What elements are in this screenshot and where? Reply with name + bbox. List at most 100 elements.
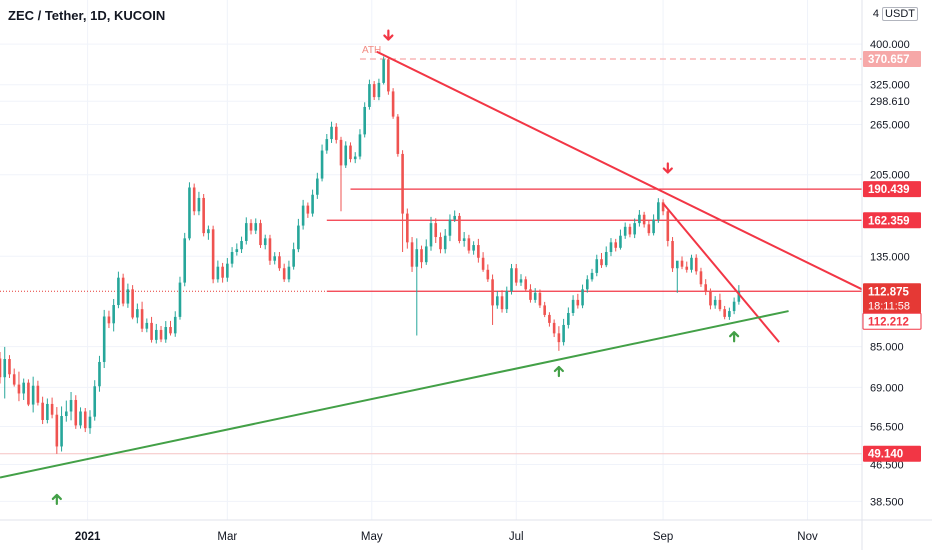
- candle-body: [287, 266, 291, 280]
- arrow-up-icon: [51, 493, 62, 506]
- candle-body: [368, 84, 371, 107]
- candle-body: [22, 382, 25, 394]
- candle-body: [377, 82, 381, 98]
- candle-body: [609, 242, 613, 253]
- candle-body: [301, 205, 305, 226]
- arrow-up-icon: [729, 331, 740, 343]
- symbol-title[interactable]: ZEC / Tether, 1D, KUCOIN: [8, 8, 166, 23]
- candle-body: [31, 385, 35, 405]
- candle-body: [524, 279, 528, 290]
- candle-body: [732, 301, 736, 312]
- candle-body: [671, 241, 674, 269]
- candle-body: [638, 214, 641, 224]
- candle-body: [240, 241, 243, 250]
- candle-body: [226, 263, 229, 278]
- price-label-ath-box: [863, 51, 921, 68]
- candle-body: [657, 202, 660, 220]
- candle-body: [60, 416, 63, 447]
- candle-body: [581, 289, 584, 306]
- candle-body: [439, 237, 442, 250]
- candle-body: [136, 309, 139, 318]
- candle-body: [642, 214, 646, 225]
- candle-body: [164, 327, 168, 340]
- candle-body: [0, 358, 2, 378]
- candle-body: [420, 249, 423, 263]
- candle-body: [330, 126, 333, 140]
- candle-body: [481, 257, 485, 270]
- candle-body: [150, 322, 153, 340]
- candle-body: [292, 249, 295, 267]
- y-tick-label: 325.000: [870, 80, 910, 92]
- candle-body: [429, 223, 433, 247]
- candle-body: [221, 266, 224, 278]
- candle-body: [496, 296, 499, 306]
- y-tick-label: 265.000: [870, 120, 910, 132]
- candle-body: [699, 271, 703, 285]
- candle-body: [694, 257, 698, 272]
- candle-body: [79, 411, 82, 426]
- price-label-level: 49.140: [868, 449, 903, 461]
- candle-body: [112, 305, 115, 324]
- candle-body: [552, 322, 556, 334]
- y-tick-label: 69.000: [870, 382, 904, 394]
- candle-body: [173, 316, 177, 334]
- candle-body: [661, 202, 665, 212]
- candle-body: [169, 327, 172, 334]
- candle-body: [604, 252, 608, 266]
- candle-body: [107, 316, 111, 324]
- candle-body: [297, 225, 300, 250]
- candle-body: [325, 139, 329, 151]
- candle-body: [623, 226, 627, 236]
- candle-body: [472, 245, 475, 251]
- candle-body: [462, 238, 466, 242]
- trendline-resistance: [376, 50, 863, 291]
- price-label-ath: 370.657: [868, 54, 910, 66]
- price-countdown: 18:11:58: [868, 300, 910, 312]
- candle-body: [98, 361, 101, 387]
- candle-body: [126, 289, 130, 304]
- candle-body: [453, 215, 456, 220]
- candle-body: [121, 277, 125, 304]
- candle-body: [358, 134, 362, 157]
- candle-body: [728, 311, 731, 317]
- candle-body: [685, 266, 689, 270]
- candle-body: [406, 213, 409, 243]
- x-tick-label: Jul: [509, 531, 524, 543]
- x-tick-label: Mar: [217, 531, 237, 543]
- currency-button[interactable]: 4 USDT: [873, 7, 918, 21]
- candle-body: [74, 399, 78, 426]
- price-label-level-box: [863, 445, 921, 462]
- candle-body: [83, 411, 87, 429]
- candle-body: [254, 223, 258, 231]
- candle-body: [562, 324, 565, 343]
- candle-body: [268, 238, 272, 261]
- candle-body: [443, 235, 447, 250]
- trendline-support: [0, 310, 789, 479]
- candle-body: [391, 91, 395, 117]
- ath-label: ATH: [362, 45, 381, 56]
- arrow-down-icon: [383, 29, 394, 41]
- x-tick-label: Nov: [797, 531, 818, 543]
- x-tick-label: 2021: [75, 531, 101, 543]
- y-tick-label: 46.500: [870, 460, 904, 472]
- price-label-current: 112.875: [868, 286, 910, 298]
- candle-body: [12, 374, 16, 385]
- candle-body: [519, 279, 523, 283]
- candle-body: [159, 329, 163, 340]
- candle-body: [140, 309, 144, 329]
- candle-body: [178, 282, 182, 317]
- candle-body: [590, 272, 594, 280]
- candle-body: [709, 291, 712, 306]
- candle-body: [131, 289, 134, 318]
- y-tick-label: 56.500: [870, 421, 904, 433]
- candle-body: [675, 260, 679, 269]
- candle-body: [311, 194, 314, 214]
- candle-body: [273, 256, 277, 261]
- candle-body: [235, 249, 239, 253]
- candle-body: [458, 215, 461, 242]
- y-tick-label: 38.500: [870, 496, 904, 508]
- candle-body: [306, 205, 310, 214]
- candle-body: [680, 260, 684, 267]
